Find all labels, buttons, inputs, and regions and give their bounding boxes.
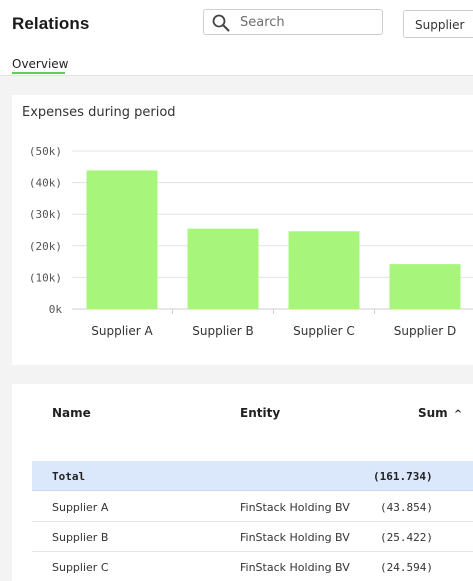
y-tick-label: (30k) bbox=[29, 208, 62, 221]
table-total-row[interactable]: Total (161.734) bbox=[32, 461, 473, 491]
tab-overview[interactable]: Overview bbox=[12, 57, 69, 71]
row-name: Supplier A bbox=[52, 501, 109, 514]
expenses-chart-card: Expenses during period 0k (10k) (20k) (30k)… bbox=[12, 95, 473, 365]
bar-supplier-d bbox=[389, 264, 461, 309]
y-tick-label: (10k) bbox=[29, 271, 62, 284]
page-title: Relations bbox=[12, 14, 90, 33]
column-header-sum-label: Sum bbox=[418, 406, 448, 420]
row-entity: FinStack Holding BV bbox=[240, 561, 350, 574]
row-sum: (43.854) bbox=[380, 501, 433, 514]
search-icon bbox=[212, 14, 230, 32]
row-name: Supplier C bbox=[52, 561, 109, 574]
row-sum: (24.594) bbox=[380, 561, 433, 574]
y-tick-label: (50k) bbox=[29, 145, 62, 158]
row-entity: FinStack Holding BV bbox=[240, 531, 350, 544]
sort-ascending-icon: ^ bbox=[453, 409, 463, 420]
table-row[interactable]: Supplier B FinStack Holding BV (25.422) bbox=[32, 522, 473, 552]
x-tick-label: Supplier B bbox=[192, 324, 254, 338]
relations-table: Name Entity Sum ^ Total (161.734) Suppli… bbox=[12, 384, 473, 581]
total-sum: (161.734) bbox=[373, 470, 433, 483]
row-name: Supplier B bbox=[52, 531, 109, 544]
column-header-sum[interactable]: Sum ^ bbox=[418, 406, 462, 420]
expenses-bar-chart: 0k (10k) (20k) (30k) (40k) (50k) Supplier A Sup… bbox=[29, 145, 473, 338]
x-tick-label: Supplier C bbox=[293, 324, 355, 338]
total-label: Total bbox=[52, 470, 86, 483]
active-tab-indicator bbox=[12, 72, 65, 74]
chart-title: Expenses during period bbox=[22, 105, 176, 120]
x-tick-label: Supplier A bbox=[91, 324, 153, 338]
column-header-entity[interactable]: Entity bbox=[240, 406, 281, 420]
bar-supplier-b bbox=[187, 228, 259, 309]
row-entity: FinStack Holding BV bbox=[240, 501, 350, 514]
row-sum: (25.422) bbox=[380, 531, 433, 544]
bar-supplier-a bbox=[86, 170, 158, 309]
search-box[interactable] bbox=[203, 9, 383, 35]
x-tick-label: Supplier D bbox=[394, 324, 457, 338]
y-tick-label: (40k) bbox=[29, 177, 62, 190]
column-header-name[interactable]: Name bbox=[52, 406, 91, 420]
search-input[interactable] bbox=[240, 13, 378, 31]
table-row[interactable]: Supplier A FinStack Holding BV (43.854) bbox=[32, 492, 473, 522]
relation-type-select[interactable]: Supplier bbox=[403, 10, 473, 38]
bar-supplier-c bbox=[288, 231, 360, 309]
table-row[interactable]: Supplier C FinStack Holding BV (24.594) bbox=[32, 552, 473, 581]
y-tick-label: (20k) bbox=[29, 240, 62, 253]
top-bar: Relations Supplier Overview bbox=[0, 0, 473, 76]
y-tick-label: 0k bbox=[49, 303, 63, 316]
